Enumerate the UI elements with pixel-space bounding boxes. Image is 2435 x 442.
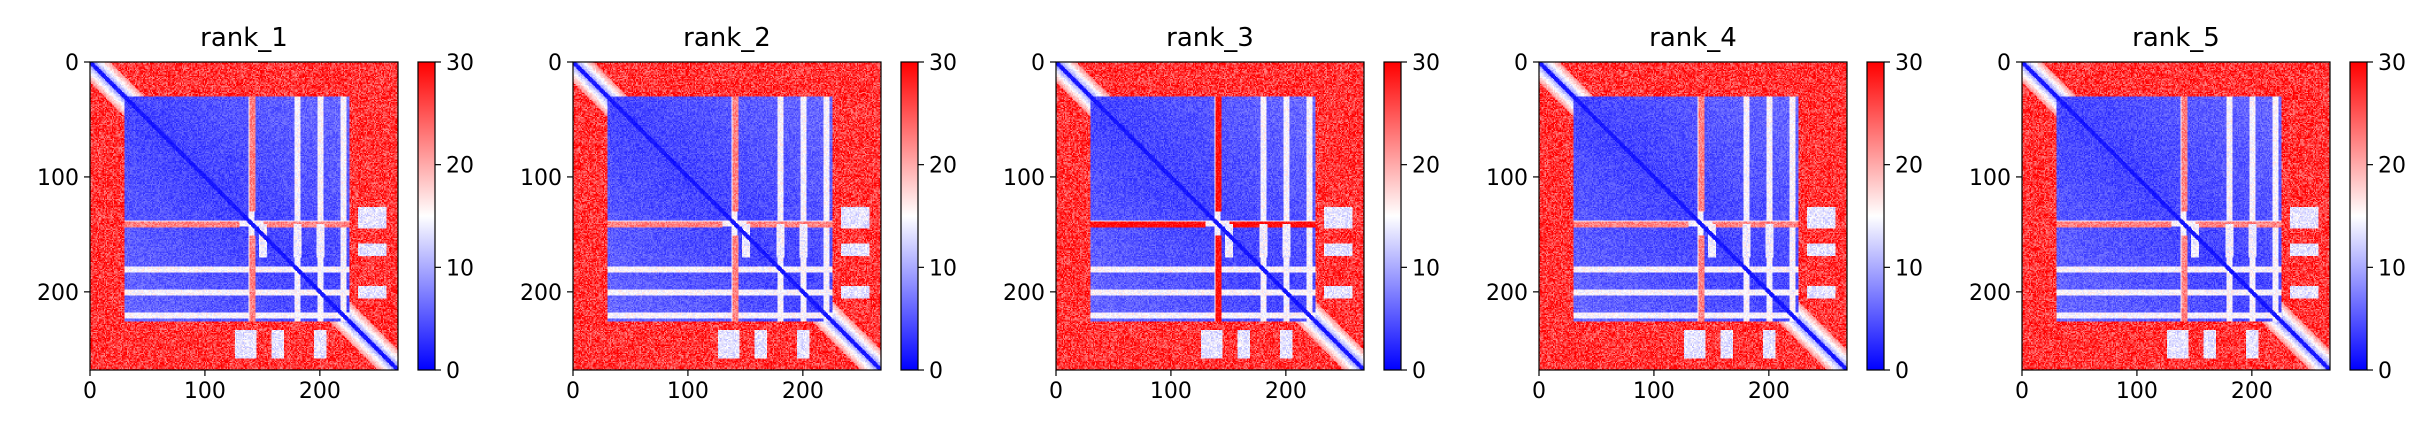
heatmap-image (2022, 62, 2330, 370)
colorbar (417, 61, 436, 371)
heatmap-panel-2: rank_2 0 100 200 0 100 200 0 10 20 30 (520, 23, 957, 404)
x-tick-label: 200 (1265, 379, 1307, 404)
y-tick-label: 0 (65, 51, 79, 76)
y-tick-label: 100 (1969, 166, 2011, 191)
colorbar-tick-label: 20 (2378, 154, 2406, 179)
colorbar-tick-label: 0 (446, 359, 460, 384)
y-tick-label: 200 (1003, 281, 1045, 306)
heatmap-frame (1055, 61, 1365, 371)
colorbar-tick-label: 10 (2378, 256, 2406, 281)
colorbar-tick-label: 20 (1412, 154, 1440, 179)
x-tick-label: 200 (1748, 379, 1790, 404)
heatmap-frame (572, 61, 882, 371)
colorbar-tick-label: 20 (446, 154, 474, 179)
colorbar-tick-label: 0 (2378, 359, 2392, 384)
colorbar-tick-label: 10 (929, 256, 957, 281)
colorbar-tick-label: 30 (1895, 51, 1923, 76)
x-tick-label: 200 (782, 379, 824, 404)
heatmap-image (573, 62, 881, 370)
colorbar-tick-label: 0 (1412, 359, 1426, 384)
y-tick-label: 100 (520, 166, 562, 191)
y-tick-label: 100 (1003, 166, 1045, 191)
colorbar (1383, 61, 1402, 371)
heatmap-image (1539, 62, 1847, 370)
x-tick-label: 0 (83, 379, 97, 404)
panel-title: rank_3 (1166, 23, 1254, 53)
colorbar-tick-label: 0 (929, 359, 943, 384)
x-tick-label: 100 (2116, 379, 2158, 404)
y-tick-label: 200 (520, 281, 562, 306)
colorbar-tick-label: 10 (446, 256, 474, 281)
x-tick-label: 100 (1150, 379, 1192, 404)
heatmap-image (90, 62, 398, 370)
colorbar-tick-label: 30 (1412, 51, 1440, 76)
heatmap-frame (1538, 61, 1848, 371)
x-tick-label: 100 (1633, 379, 1675, 404)
colorbar-tick-label: 10 (1895, 256, 1923, 281)
heatmap-frame (2021, 61, 2331, 371)
y-tick-label: 200 (1486, 281, 1528, 306)
heatmap-panel-4: rank_4 0 100 200 0 100 200 0 10 20 30 (1486, 23, 1923, 404)
y-tick-label: 0 (548, 51, 562, 76)
y-tick-label: 100 (1486, 166, 1528, 191)
panel-title: rank_1 (200, 23, 288, 53)
colorbar-tick-label: 30 (2378, 51, 2406, 76)
colorbar-tick-label: 30 (446, 51, 474, 76)
x-tick-label: 200 (2231, 379, 2273, 404)
panel-title: rank_5 (2132, 23, 2220, 53)
colorbar (1866, 61, 1885, 371)
heatmap-panel-1: rank_1 0 100 200 0 100 200 0 10 20 30 (37, 23, 474, 404)
y-tick-label: 200 (1969, 281, 2011, 306)
x-tick-label: 0 (1049, 379, 1063, 404)
heatmap-image (1056, 62, 1364, 370)
y-tick-label: 100 (37, 166, 79, 191)
colorbar (2349, 61, 2368, 371)
x-tick-label: 100 (667, 379, 709, 404)
colorbar-tick-label: 0 (1895, 359, 1909, 384)
x-tick-label: 0 (2015, 379, 2029, 404)
y-tick-label: 0 (1514, 51, 1528, 76)
x-tick-label: 0 (1532, 379, 1546, 404)
colorbar-tick-label: 30 (929, 51, 957, 76)
colorbar-tick-label: 20 (1895, 154, 1923, 179)
heatmap-panel-3: rank_3 0 100 200 0 100 200 0 10 20 30 (1003, 23, 1440, 404)
heatmap-frame (89, 61, 399, 371)
colorbar (900, 61, 919, 371)
heatmap-panel-5: rank_5 0 100 200 0 100 200 0 10 20 30 (1969, 23, 2406, 404)
colorbar-tick-label: 20 (929, 154, 957, 179)
y-tick-label: 0 (1997, 51, 2011, 76)
x-tick-label: 100 (184, 379, 226, 404)
y-tick-label: 200 (37, 281, 79, 306)
panel-title: rank_4 (1649, 23, 1737, 53)
x-tick-label: 0 (566, 379, 580, 404)
colorbar-tick-label: 10 (1412, 256, 1440, 281)
x-tick-label: 200 (299, 379, 341, 404)
y-tick-label: 0 (1031, 51, 1045, 76)
panel-title: rank_2 (683, 23, 771, 53)
